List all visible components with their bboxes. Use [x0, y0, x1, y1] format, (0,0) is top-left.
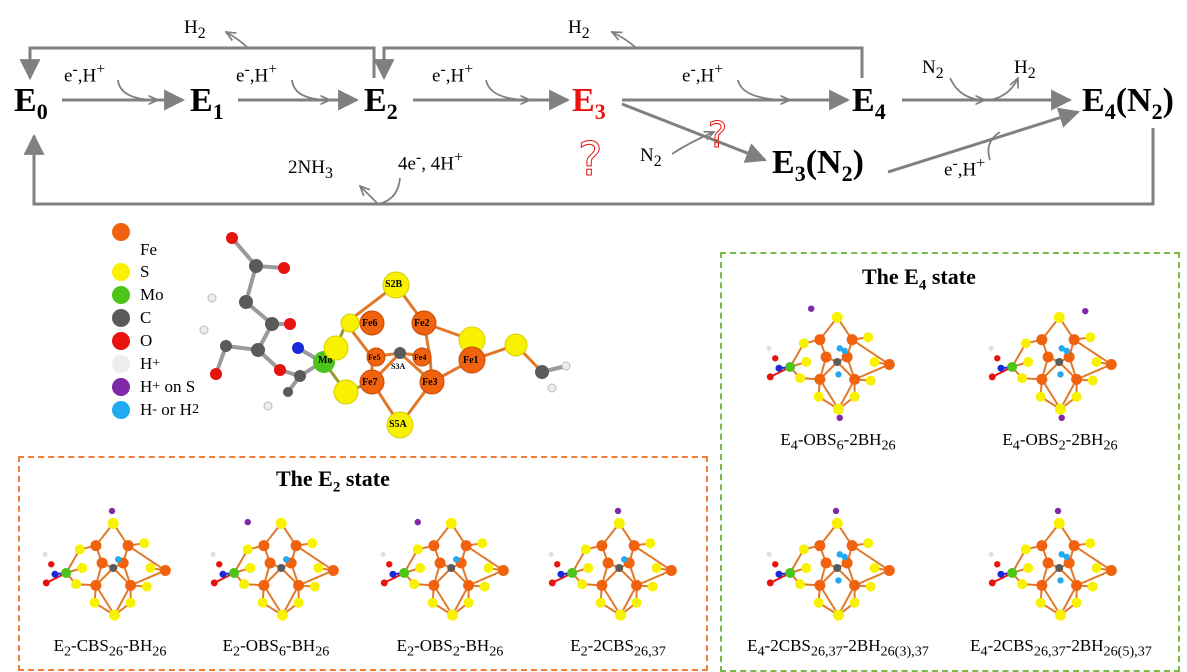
label-fe4: Fe4: [414, 353, 427, 362]
e2-panel-title: The E2 state: [276, 466, 390, 496]
caption-e2-cbs26-bh26: E2-CBS26-BH26: [53, 636, 167, 660]
label-e-h-1: e-,H+: [64, 61, 106, 87]
legend-o: O: [112, 329, 199, 352]
arrow-e3n2-e4n2: [887, 107, 1081, 174]
label-fe1: Fe1: [463, 355, 479, 366]
caption-e2-obs2-bh26: E2-OBS2-BH26: [396, 636, 504, 660]
question-mark-e3: ?: [577, 132, 603, 186]
e4-structure-4: [988, 507, 1117, 621]
caption-e4-obs6-2bh26: E4-OBS6-2BH26: [780, 430, 896, 454]
label-mo: Mo: [318, 355, 333, 366]
label-s2b: S2B: [385, 279, 403, 290]
state-e2: E2: [364, 82, 398, 124]
state-e3: E3: [572, 82, 606, 124]
state-e3-n2: E3(N2): [772, 144, 864, 186]
label-fe6: Fe6: [362, 318, 378, 329]
caption-e4-obs2-2bh26: E4-OBS2-2BH26: [1002, 430, 1118, 454]
state-e4-n2: E4(N2): [1082, 82, 1174, 124]
label-h2-1: H2: [184, 17, 206, 42]
label-s3a: S3A: [391, 362, 406, 371]
label-h2-3: H2: [1014, 57, 1036, 82]
state-e1: E1: [190, 82, 224, 124]
label-fe2: Fe2: [414, 318, 430, 329]
loop-e4-e2: [373, 46, 864, 81]
label-e-h-4: e-,H+: [682, 61, 724, 87]
legend-c: C: [112, 306, 199, 329]
legend-fe: [112, 222, 199, 242]
e4-panel-title: The E4 state: [862, 264, 976, 294]
e4-structure-3: [766, 507, 895, 621]
e2-structure-2: [210, 517, 339, 621]
label-fe5: Fe5: [368, 353, 381, 362]
state-e0: E0: [14, 82, 48, 124]
caption-e2-obs6-bh26: E2-OBS6-BH26: [222, 636, 330, 660]
state-e4: E4: [852, 82, 886, 124]
label-e-h-5: e-,H+: [944, 155, 986, 181]
label-e-h-3: e-,H+: [432, 61, 474, 87]
e2-structure-1: [42, 507, 171, 621]
caption-e4-2cbs-5: E4-2CBS26,37-2BH26(5),37: [970, 636, 1152, 660]
caption-e4-2cbs-3: E4-2CBS26,37-2BH26(3),37: [747, 636, 929, 660]
legend-h-plus-on-s: H + on S: [112, 375, 199, 398]
e2-structure-3: [380, 517, 509, 621]
label-nh3: 2NH3: [288, 157, 333, 182]
caption-e2-2cbs: E2-2CBS26,37: [570, 636, 666, 660]
question-mark-pathway: ?: [707, 115, 728, 156]
legend-mo: Mo: [112, 283, 199, 306]
label-n2-2: N2: [640, 145, 662, 170]
e4-structure-1: [766, 305, 895, 421]
arrow-e3-e3n2: [621, 102, 767, 163]
label-fe7: Fe7: [362, 377, 378, 388]
label-s5a: S5A: [389, 419, 407, 430]
e4-structure-2: [988, 307, 1117, 421]
label-e-h-2: e-,H+: [236, 61, 278, 87]
label-h2-2: H2: [568, 17, 590, 42]
legend-h-plus: H +: [112, 352, 199, 375]
label-fe3: Fe3: [422, 377, 438, 388]
loop-e4n2-e0: [23, 128, 1155, 206]
label-n2-1: N2: [922, 57, 944, 82]
legend-s: S: [112, 260, 199, 283]
e2-structure-4: [548, 507, 677, 621]
label-4e-4h: 4e-, 4H+: [398, 149, 463, 175]
legend-fe-label: Fe: [140, 240, 157, 259]
